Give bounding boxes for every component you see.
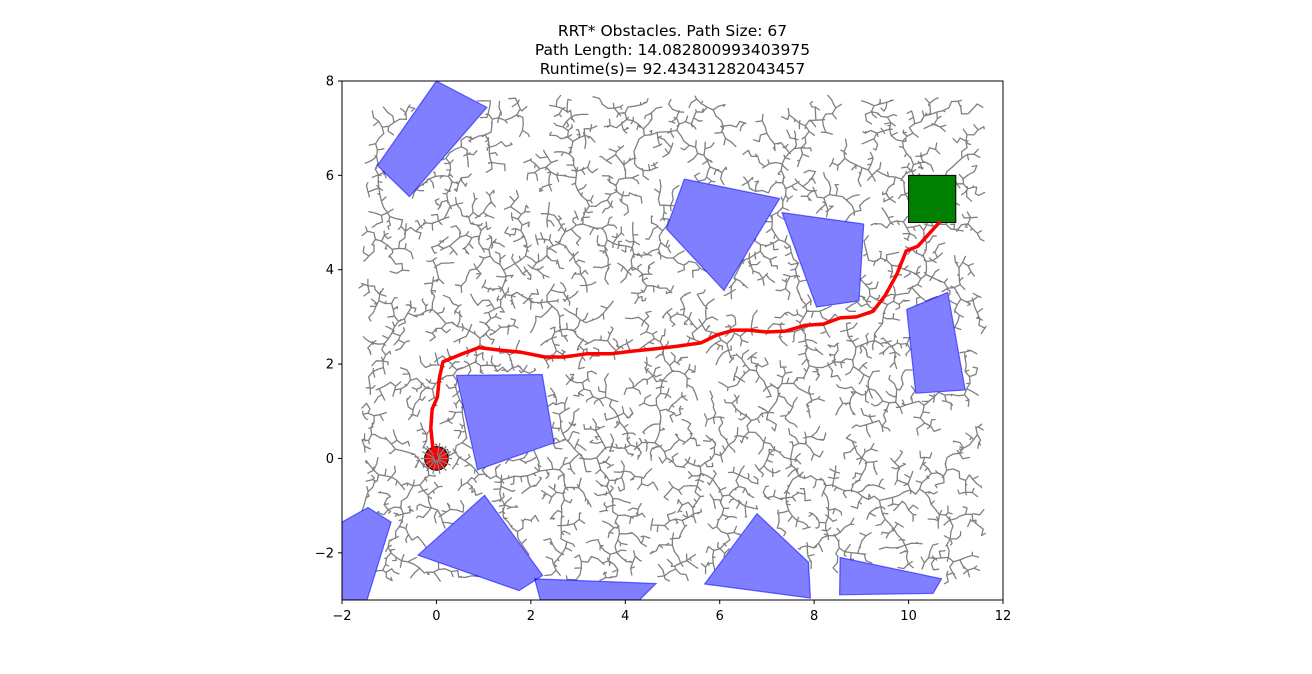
goal-region — [908, 174, 957, 224]
obstacle-7 — [416, 494, 544, 592]
x-tick-label: 10 — [900, 609, 917, 624]
x-tick-label: −2 — [332, 609, 351, 624]
y-tick-label: 8 — [326, 75, 334, 90]
obstacle-8 — [533, 578, 658, 600]
obstacle-5 — [455, 373, 555, 471]
y-tick-label: −2 — [315, 546, 334, 561]
obstacle-6 — [342, 506, 392, 600]
x-tick-label: 12 — [995, 609, 1012, 624]
x-tick-label: 2 — [527, 609, 535, 624]
obstacle-9 — [703, 512, 812, 599]
y-tick-label: 6 — [326, 169, 334, 184]
x-tick-label: 8 — [810, 609, 818, 624]
obstacle-10 — [838, 556, 943, 596]
planned-path — [429, 220, 942, 461]
chart-title-line-3: Runtime(s)= 92.43431282043457 — [539, 60, 806, 78]
obstacles — [342, 81, 966, 600]
y-tick-label: 0 — [326, 452, 334, 467]
x-tick-label: 6 — [716, 609, 724, 624]
path-layer — [429, 220, 942, 461]
obstacle-3 — [781, 211, 865, 308]
axes: −2 0 2 4 6 8 10 12 −2 0 2 4 6 8 — [315, 75, 1011, 625]
y-tick-label: 2 — [326, 358, 334, 373]
y-tick-label: 4 — [326, 263, 334, 278]
chart-title-line-1: RRT* Obstacles. Path Size: 67 — [557, 22, 788, 40]
tree-edges — [358, 94, 987, 585]
x-tick-label: 4 — [621, 609, 629, 624]
chart-title-line-2: Path Length: 14.082800993403975 — [534, 41, 811, 59]
obstacle-4 — [906, 291, 966, 394]
obstacle-1 — [376, 81, 488, 198]
plot-frame — [341, 80, 1004, 601]
markers — [420, 174, 957, 475]
obstacle-2 — [665, 178, 781, 292]
x-tick-label: 0 — [432, 609, 440, 624]
chart-title: RRT* Obstacles. Path Size: 67 Path Lengt… — [0, 22, 1312, 79]
rrt-tree — [358, 94, 987, 585]
